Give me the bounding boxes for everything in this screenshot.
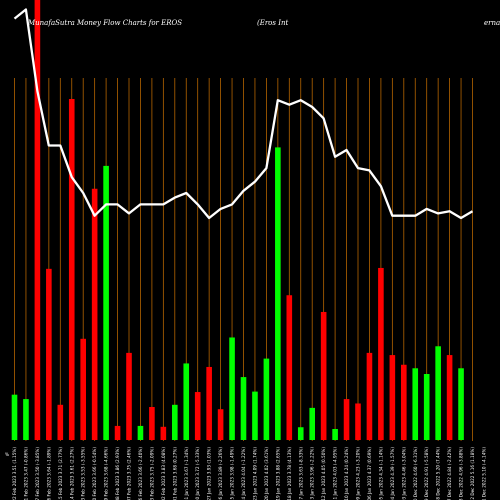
x-tick-label: Thu 19 Jan 2023 3.88 (2.65%) [275,447,280,500]
x-tick-label: Fri 17 Feb 2023 3.50 (-3.85%) [35,447,40,500]
inflow-bar [240,377,247,440]
inflow-bar [252,391,258,440]
x-tick-label: Mon 06 Feb 2023 3.66 (-2.40%) [138,447,143,500]
money-flow-bars [11,0,464,440]
outflow-bar [343,399,350,440]
x-tick-label: Tue 21 Feb 2023 3.47 (-0.86%) [23,447,28,500]
x-tick-label: Tue 17 Jan 2023 3.63 (-8.33%) [298,447,303,500]
outflow-bar [206,366,212,440]
x-tick-label: Fri 10 Feb 2023 3.66 (-0.54%) [92,447,97,500]
inflow-bar [332,429,338,440]
outflow-bar [355,403,361,440]
x-tick-label: Thu 05 Jan 2023 4.34 (-1.14%) [378,447,383,500]
x-tick-label: Mon 30 Jan 2023 3.72 (-5.33%) [195,447,200,500]
x-tick-label: Tue 14 Feb 2023 3.61 (2.27%) [69,447,74,500]
x-tick-label: Thu 29 Dec 2022 4.91 (-5.58%) [424,447,429,500]
inflow-bar [423,374,430,440]
x-tick-label: Wed 04 Jan 2023 4.39 (-1.57%) [390,447,395,500]
x-tick-label: Fri 27 Jan 2023 3.93 (1.03%) [207,447,212,500]
x-tick-label: Thu 12 Jan 2023 4.05 (0.50%) [321,447,326,500]
x-tick-label: Tue 07 Feb 2023 3.75 (2.46%) [127,447,132,500]
x-tick-label: Mon 09 Jan 2023 4.23 (-3.20%) [356,447,361,500]
outflow-bar [366,352,373,440]
x-tick-label: Wed 15 Feb 2023 3.71 (2.77%) [58,447,63,500]
outflow-bar [114,425,121,440]
outflow-bar [80,338,86,440]
outflow-bar [286,295,293,440]
outflow-bar [378,267,384,440]
x-tick-label: Fri 06 Jan 2023 4.37 (0.69%) [367,447,372,500]
outflow-bar [194,392,201,440]
outflow-bar [126,352,132,440]
outflow-bar [46,268,52,440]
x-tick-label: Fri 20 Jan 2023 4.02 (3.61%) [264,447,269,500]
inflow-bar [412,368,419,440]
inflow-bar [11,394,18,440]
outflow-bar [160,426,167,440]
inflow-bar [137,425,144,440]
outflow-bar [149,407,155,440]
chart-title: MunafaSutra Money Flow Charts for EROS [27,19,182,27]
x-tick-label: Wed 21 Dec 2022 5.10 (-4.14%) [481,447,486,500]
x-tick-label: Tue 10 Jan 2023 4.24 (0.24%) [344,447,349,500]
x-tick-label: Tue 03 Jan 2023 4.46 (-3.04%) [401,447,406,500]
x-tick-label: Wed 18 Jan 2023 3.78 (4.13%) [287,447,292,500]
inflow-bar [229,337,235,440]
x-axis-labels: Wed 22 Feb 2023 3.51 (1.15%) Tue 21 Feb 2… [12,447,486,500]
inflow-bar [172,404,178,440]
x-tick-label: Wed 25 Jan 2023 3.98 (-1.49%) [230,447,235,500]
inflow-bar [275,147,281,440]
x-tick-label: Tue 31 Jan 2023 3.67 (-1.34%) [184,447,189,500]
inflow-bar [183,363,190,440]
x-tick-label: Thu 22 Dec 2022 5.16 (1.18%) [470,447,475,500]
outflow-bar [401,364,407,440]
outflow-bar [389,355,396,440]
inflow-bar [23,399,29,440]
x-tick-label: Wed 01 Feb 2023 3.68 (0.27%) [172,447,177,500]
inflow-bar [458,368,464,440]
chart-subtitle: (Eros Int [257,19,288,27]
outflow-bar [34,0,41,440]
x-tick-label: Fri 30 Dec 2022 4.60 (-6.31%) [413,447,418,500]
chart-subtitle-cut: ernational [484,19,500,27]
x-tick-label: Mon 23 Jan 2023 4.09 (1.74%) [252,447,257,500]
outflow-bar [446,355,453,440]
inflow-bar [297,427,304,440]
x-tick-label: Wed 28 Dec 2022 5.20 (7.44%) [436,447,441,500]
outflow-bar [68,99,75,440]
outflow-bar [91,188,98,440]
x-tick-label: Fri 03 Feb 2023 3.75 (-2.09%) [149,447,154,500]
x-tick-label: Fri 13 Jan 2023 3.96 (-2.22%) [310,447,315,500]
x-tick-label: Wed 22 Feb 2023 3.51 (1.15%) [12,447,17,500]
x-tick-label: Thu 26 Jan 2023 3.89 (-2.26%) [218,447,223,500]
outflow-bar [217,409,224,440]
x-tick-label: Fri 23 Dec 2022 4.96 (-3.88%) [459,447,464,500]
x-tick-label: Mon 13 Feb 2023 3.53 (-3.55%) [81,447,86,500]
inflow-bar [435,346,441,440]
inflow-bar [103,165,109,440]
x-tick-label: Wed 11 Jan 2023 4.03 (-4.95%) [333,447,338,500]
corner-label: % [5,452,9,457]
x-tick-label: Tue 24 Jan 2023 4.04 (-1.22%) [241,447,246,500]
x-tick-label: Wed 08 Feb 2023 3.86 (2.93%) [115,447,120,500]
outflow-bar [320,311,327,440]
x-tick-label: Tue 27 Dec 2022 4.84 (-2.42%) [447,447,452,500]
outflow-bar [57,404,64,440]
inflow-bar [263,358,270,440]
x-tick-label: Thu 09 Feb 2023 3.68 (-4.66%) [104,447,109,500]
inflow-bar [309,407,315,440]
x-tick-label: Thu 02 Feb 2023 3.83 (4.08%) [161,447,166,500]
x-tick-label: Thu 16 Feb 2023 3.64 (-1.89%) [46,447,51,500]
price-line [13,8,474,220]
